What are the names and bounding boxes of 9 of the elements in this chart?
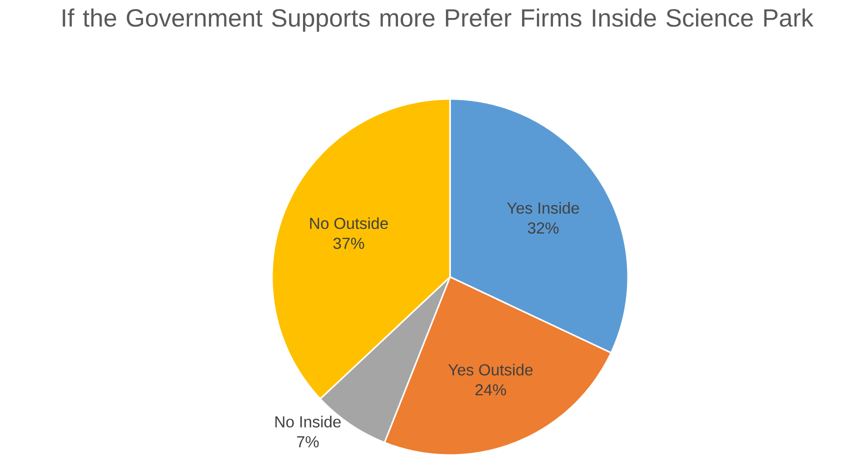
slice-label: No Outside: [310, 217, 388, 230]
slice-label: Yes Outside: [448, 364, 533, 376]
data-label: 37%: [333, 238, 364, 249]
chart-title: If the Government Supports more Prefer Firms Inside Science Park: [62, 8, 814, 32]
data-label: 7%: [297, 436, 319, 448]
slice-label: No Inside: [275, 416, 341, 428]
data-label: 32%: [528, 222, 559, 234]
data-label: 24%: [475, 384, 506, 396]
slice-label: Yes Inside: [507, 202, 579, 214]
